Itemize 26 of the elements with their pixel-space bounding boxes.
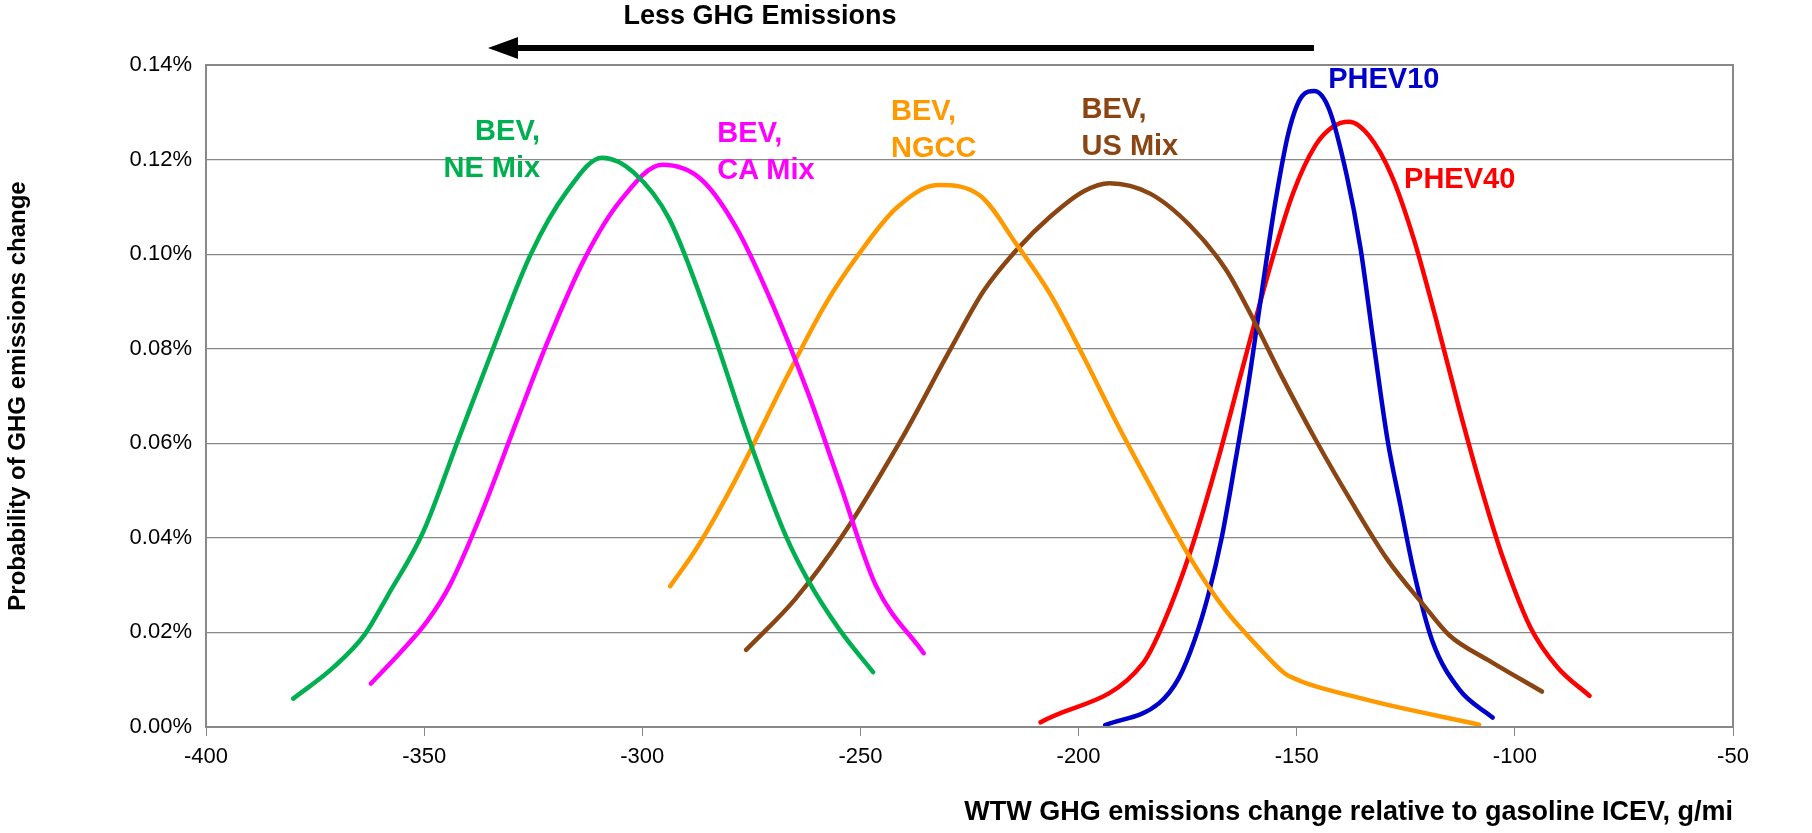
series-label: BEV, NE Mix: [443, 114, 541, 184]
y-tick-label: 0.06%: [129, 429, 192, 455]
x-tick-label: -200: [1056, 743, 1101, 769]
line-series: [291, 155, 876, 701]
y-axis-title: Probability of GHG emissions change: [3, 181, 31, 611]
y-tick-label: 0.02%: [129, 618, 192, 644]
x-tick-label: -350: [402, 743, 447, 769]
y-tick-label: 0.10%: [129, 240, 192, 266]
series-label: BEV, NGCC: [891, 93, 977, 163]
x-axis-title: WTW GHG emissions change relative to gasoline ICEV, g/mi: [964, 796, 1733, 827]
x-tick-label: -100: [1492, 743, 1537, 769]
y-tick-label: 0.04%: [129, 523, 192, 549]
x-tick-label: -300: [620, 743, 665, 769]
x-tick-label: -400: [183, 743, 229, 769]
y-tick-label: 0.12%: [129, 145, 192, 171]
series-label: BEV, CA Mix: [717, 116, 815, 186]
series-label: BEV, US Mix: [1081, 91, 1179, 161]
text: Less GHG Emissions: [622, 0, 898, 31]
y-tick-label: 0.00%: [129, 713, 192, 739]
series-label: PHEV40: [1404, 162, 1516, 195]
x-tick-label: -250: [838, 743, 883, 769]
y-tick-label: 0.08%: [129, 334, 192, 360]
x-tick-label: -150: [1274, 743, 1319, 769]
series-label: PHEV10: [1328, 61, 1440, 94]
x-tick-label: -50: [1717, 743, 1749, 769]
y-tick-label: 0.14%: [129, 51, 192, 77]
